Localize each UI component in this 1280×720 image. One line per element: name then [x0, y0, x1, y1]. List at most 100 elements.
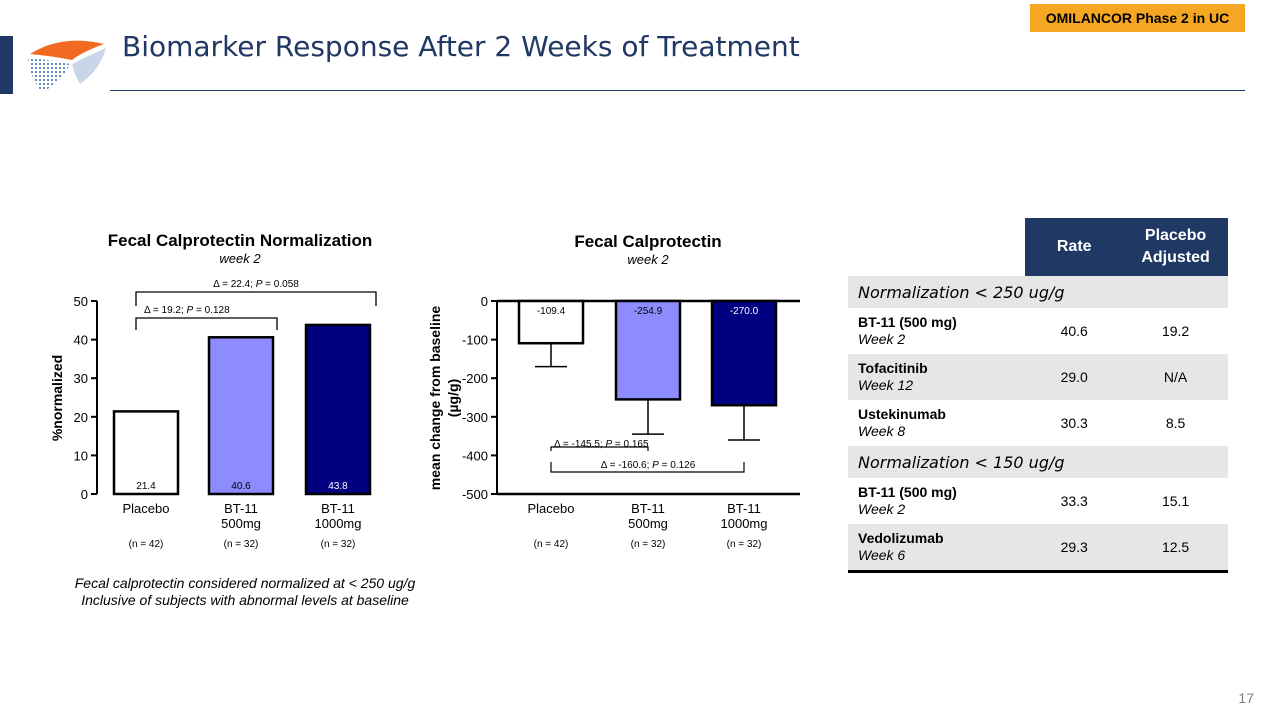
table-row: Tofacitinib Week 12 29.0 N/A [848, 354, 1228, 400]
chart1-x-tick-label: 1000mg [315, 516, 362, 531]
comparison-table: Rate Placebo Adjusted Normalization < 250… [848, 218, 1228, 573]
chart1-bar-value-label: 43.8 [328, 481, 348, 492]
chart2-y-axis-unit: (µg/g) [445, 379, 461, 417]
chart2-y-tick-label: -100 [462, 333, 488, 348]
chart1-x-tick-label: BT-11 [224, 501, 258, 516]
chart1-bar [304, 323, 372, 496]
drug-week: Week 8 [858, 423, 906, 439]
chart2-significance-bracket [550, 446, 649, 451]
chart2-y-tick-label: -500 [462, 487, 488, 502]
chart1-y-tick-label: 50 [74, 294, 88, 309]
table-cell-placebo-adjusted: 8.5 [1123, 400, 1228, 446]
chart1-x-tick-label: 500mg [221, 516, 261, 531]
slide-title: Biomarker Response After 2 Weeks of Trea… [122, 30, 800, 63]
footnote-inclusive: Inclusive of subjects with abnormal leve… [81, 592, 409, 608]
chart1-y-axis-label: %normalized [49, 355, 65, 441]
chart2-bar-value-label: -254.9 [634, 306, 663, 317]
chart2-n-label: (n = 32) [727, 539, 762, 550]
chart2-x-tick-label: BT-11 [727, 501, 761, 516]
table-cell-drug: BT-11 (500 mg) Week 2 [848, 478, 1026, 524]
chart1-n-label: (n = 32) [224, 539, 259, 550]
page-number: 17 [1238, 690, 1254, 706]
chart1-y-tick-label: 20 [74, 410, 88, 425]
chart2-y-tick-label: -400 [462, 448, 488, 463]
table-header-placebo-adjusted: Placebo Adjusted [1123, 218, 1228, 276]
chart1-y-tick-label: 10 [74, 448, 88, 463]
chart1-annotation: Δ = 19.2; P = 0.128 [144, 305, 230, 316]
table-cell-rate: 40.6 [1025, 308, 1124, 354]
table-cell-rate: 33.3 [1025, 478, 1124, 524]
chart2-bar-value-label: -109.4 [537, 306, 566, 317]
chart1-y-tick-label: 40 [74, 333, 88, 348]
drug-week: Week 2 [858, 331, 906, 347]
chart1-x-tick-label: Placebo [123, 501, 170, 516]
table-row: BT-11 (500 mg) Week 2 40.6 19.2 [848, 308, 1228, 354]
title-divider [110, 90, 1245, 91]
chart2-bar [614, 299, 682, 401]
chart2-title: Fecal Calprotectin [574, 232, 721, 251]
chart2-bar-value-label: -270.0 [730, 306, 759, 317]
table-cell-placebo-adjusted: 15.1 [1123, 478, 1228, 524]
drug-name: Vedolizumab [858, 530, 944, 546]
chart1-n-label: (n = 42) [129, 539, 164, 550]
chart2-n-label: (n = 42) [534, 539, 569, 550]
chart1-annotation: Δ = 22.4; P = 0.058 [213, 279, 299, 290]
chart2-bar [710, 299, 778, 407]
chart1-bar [112, 410, 180, 496]
chart2-x-tick-label: BT-11 [631, 501, 665, 516]
drug-week: Week 12 [858, 377, 913, 393]
table-cell-placebo-adjusted: 19.2 [1123, 308, 1228, 354]
chart2-y-tick-label: -300 [462, 410, 488, 425]
table-section-header: Normalization < 150 ug/g [848, 446, 1228, 478]
chart1-y-tick-label: 30 [74, 371, 88, 386]
chart1-bar [207, 336, 275, 496]
chart1-bar-value-label: 40.6 [231, 481, 251, 492]
table-section-title: Normalization < 150 ug/g [848, 446, 1228, 478]
table-cell-rate: 29.3 [1025, 524, 1124, 570]
drug-name: BT-11 (500 mg) [858, 484, 957, 500]
table-section-header: Normalization < 250 ug/g [848, 276, 1228, 308]
chart2-y-axis-label: mean change from baseline [427, 306, 443, 491]
drug-name: Tofacitinib [858, 360, 928, 376]
drug-week: Week 6 [858, 547, 906, 563]
company-logo [28, 40, 106, 92]
drug-name: Ustekinumab [858, 406, 946, 422]
presentation-badge: OMILANCOR Phase 2 in UC [1030, 4, 1245, 32]
table-cell-drug: BT-11 (500 mg) Week 2 [848, 308, 1026, 354]
chart2-x-tick-label: Placebo [528, 501, 575, 516]
chart1-significance-bracket [135, 317, 278, 330]
table-row: BT-11 (500 mg) Week 2 33.3 15.1 [848, 478, 1228, 524]
chart1-n-label: (n = 32) [321, 539, 356, 550]
table-bottom-rule [848, 570, 1228, 573]
chart1-title: Fecal Calprotectin Normalization [108, 231, 373, 250]
chart1-x-tick-label: BT-11 [321, 501, 355, 516]
table-header-blank [848, 218, 1026, 276]
chart2-annotation: Δ = -145.5; P = 0.165 [554, 439, 649, 450]
table-cell-drug: Ustekinumab Week 8 [848, 400, 1026, 446]
chart2-x-tick-label: 500mg [628, 516, 668, 531]
table-row: Ustekinumab Week 8 30.3 8.5 [848, 400, 1228, 446]
table-header-rate: Rate [1025, 218, 1124, 276]
chart2-annotation: Δ = -160.6; P = 0.126 [601, 460, 696, 471]
chart2-x-tick-label: 1000mg [721, 516, 768, 531]
table-cell-rate: 30.3 [1025, 400, 1124, 446]
footnote-normalized: Fecal calprotectin considered normalized… [74, 575, 416, 591]
left-accent-bar [0, 36, 13, 94]
table-cell-rate: 29.0 [1025, 354, 1124, 400]
table-cell-drug: Vedolizumab Week 6 [848, 524, 1026, 570]
chart1-significance-bracket [135, 291, 377, 306]
drug-name: BT-11 (500 mg) [858, 314, 957, 330]
table-row: Vedolizumab Week 6 29.3 12.5 [848, 524, 1228, 570]
table-cell-drug: Tofacitinib Week 12 [848, 354, 1026, 400]
chart2-bar [517, 299, 585, 345]
chart2-subtitle: week 2 [627, 252, 669, 267]
chart2-n-label: (n = 32) [631, 539, 666, 550]
chart2-y-tick-label: 0 [481, 294, 488, 309]
table-cell-placebo-adjusted: 12.5 [1123, 524, 1228, 570]
chart1-bar-value-label: 21.4 [136, 481, 156, 492]
chart1-y-tick-label: 0 [81, 487, 88, 502]
chart1-subtitle: week 2 [219, 251, 261, 266]
drug-week: Week 2 [858, 501, 906, 517]
